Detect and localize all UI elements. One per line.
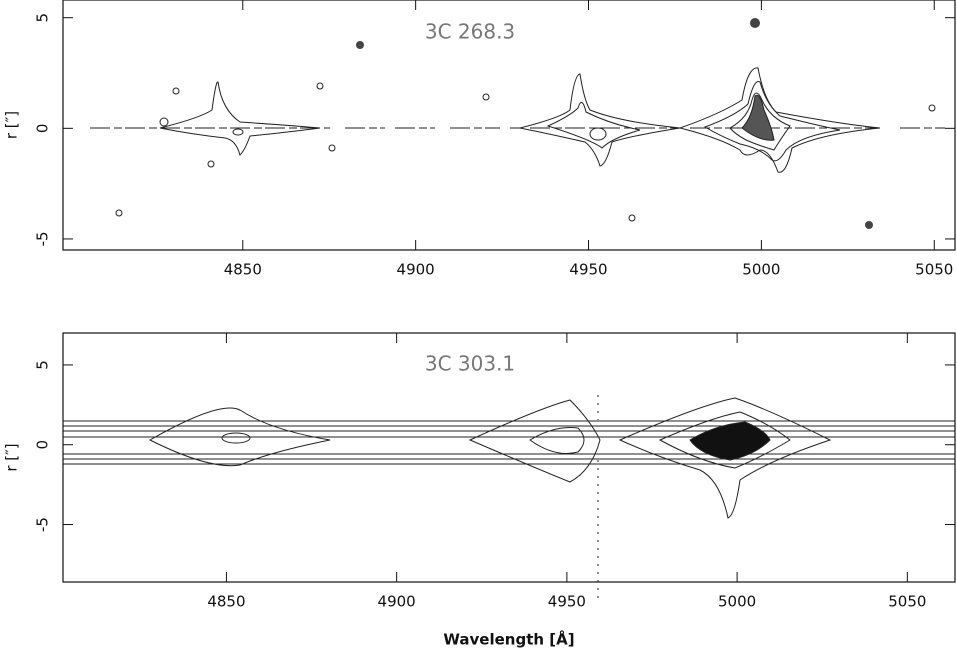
y-tick-label: 5 (34, 13, 52, 23)
x-tick-label: 4950 (548, 593, 586, 611)
y-axis-label: r [″] (3, 111, 21, 139)
y-tick-label: -5 (34, 231, 52, 246)
x-tick-label: 4850 (207, 593, 245, 611)
x-tick-label: 4950 (569, 261, 607, 279)
x-axis-label: Wavelength [Å] (443, 630, 574, 649)
x-tick-label: 5050 (915, 261, 953, 279)
y-axis-label: r [″] (3, 443, 21, 471)
plot-frame (62, 332, 956, 583)
panel-title: 3C 303.1 (425, 352, 515, 376)
x-tick-label: 5000 (742, 261, 780, 279)
contours-top (90, 18, 945, 229)
y-tick-label: 0 (34, 124, 52, 134)
y-tick-label: -5 (34, 517, 52, 532)
x-tick-label: 4900 (378, 593, 416, 611)
contours-bottom (63, 395, 955, 600)
y-tick-label: 0 (34, 440, 52, 450)
x-tick-label: 5050 (888, 593, 926, 611)
panel-title: 3C 268.3 (425, 20, 515, 44)
x-tick-label: 4850 (224, 261, 262, 279)
x-tick-label: 4900 (397, 261, 435, 279)
plot-frame (62, 0, 956, 251)
y-tick-label: 5 (34, 360, 52, 370)
x-tick-label: 5000 (718, 593, 756, 611)
